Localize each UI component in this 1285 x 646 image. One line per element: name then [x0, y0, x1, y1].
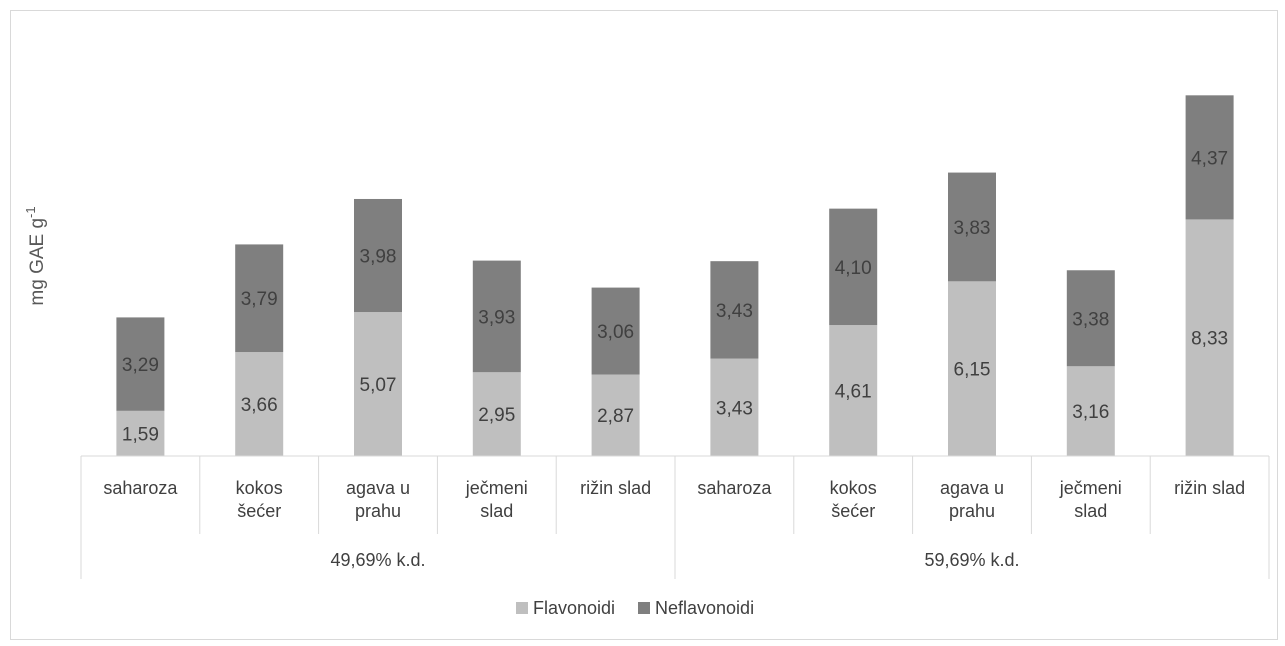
- bar-flavonoidi-2: [235, 352, 284, 456]
- data-label-flavonoidi-6: 3,43: [716, 398, 753, 419]
- category-label-9-line-2: slad: [1074, 501, 1107, 521]
- data-label-neflavonoidi-2: 3,79: [241, 289, 278, 310]
- category-label-2-line-2: šećer: [237, 501, 281, 521]
- data-label-neflavonoidi-6: 3,43: [716, 301, 753, 322]
- category-label-4-line-2: slad: [480, 501, 513, 521]
- data-label-neflavonoidi-3: 3,98: [360, 246, 397, 267]
- data-label-flavonoidi-2: 3,66: [241, 395, 278, 416]
- bar-neflavonoidi-8: [948, 172, 996, 282]
- category-label-7-line-2: šećer: [831, 501, 875, 521]
- legend-label-flavonoidi: Flavonoidi: [533, 598, 615, 618]
- category-label-2-line-1: kokos: [236, 478, 283, 498]
- data-label-neflavonoidi-5: 3,06: [597, 322, 634, 343]
- bar-neflavonoidi-10: [1185, 95, 1234, 220]
- data-label-neflavonoidi-9: 3,38: [1072, 309, 1109, 330]
- data-label-flavonoidi-3: 5,07: [360, 375, 397, 396]
- bar-flavonoidi-9: [1066, 366, 1115, 456]
- category-label-10: rižin slad: [1174, 478, 1245, 498]
- bar-flavonoidi-4: [472, 372, 521, 456]
- category-label-3-line-2: prahu: [355, 501, 401, 521]
- bar-neflavonoidi-7: [829, 208, 878, 326]
- category-label-8-line-2: prahu: [949, 501, 995, 521]
- data-label-flavonoidi-10: 8,33: [1191, 329, 1228, 350]
- data-label-flavonoidi-7: 4,61: [835, 382, 872, 403]
- y-axis-label: mg GAE g-1: [23, 206, 48, 305]
- bar-neflavonoidi-2: [235, 244, 284, 353]
- legend-swatch-flavonoidi: [516, 602, 528, 614]
- category-label-1: saharoza: [103, 478, 178, 498]
- bar-flavonoidi-6: [710, 358, 759, 456]
- bar-neflavonoidi-3: [354, 198, 402, 313]
- group-label-2: 59,69% k.d.: [924, 550, 1019, 570]
- bar-flavonoidi-8: [948, 281, 996, 456]
- category-label-8-line-1: agava u: [940, 478, 1004, 498]
- bar-neflavonoidi-1: [116, 317, 165, 411]
- data-label-flavonoidi-5: 2,87: [597, 406, 634, 427]
- bar-flavonoidi-3: [354, 312, 402, 456]
- data-label-flavonoidi-4: 2,95: [478, 405, 515, 426]
- category-label-5: rižin slad: [580, 478, 651, 498]
- data-label-neflavonoidi-8: 3,83: [954, 218, 991, 239]
- category-label-9-line-1: ječmeni: [1059, 478, 1122, 498]
- category-label-7-line-1: kokos: [830, 478, 877, 498]
- y-axis-label-superscript: -1: [23, 206, 38, 218]
- chart-frame: 1,59 3,29 3,66 3,79 5,07 3,98 2,95 3,93 2,87 3,06…: [10, 10, 1278, 640]
- category-label-6: saharoza: [697, 478, 772, 498]
- data-label-neflavonoidi-4: 3,93: [478, 307, 515, 328]
- bar-flavonoidi-5: [591, 374, 640, 456]
- data-label-neflavonoidi-1: 3,29: [122, 355, 159, 376]
- category-label-4-line-1: ječmeni: [465, 478, 528, 498]
- bar-flavonoidi-10: [1185, 219, 1234, 456]
- bar-neflavonoidi-9: [1066, 270, 1115, 367]
- bar-neflavonoidi-4: [472, 260, 521, 373]
- bar-flavonoidi-1: [116, 410, 165, 456]
- data-label-flavonoidi-9: 3,16: [1072, 402, 1109, 423]
- bar-neflavonoidi-5: [591, 287, 640, 375]
- data-label-neflavonoidi-7: 4,10: [835, 258, 872, 279]
- group-label-1: 49,69% k.d.: [330, 550, 425, 570]
- stacked-bar-chart: 1,59 3,29 3,66 3,79 5,07 3,98 2,95 3,93 2,87 3,06…: [23, 95, 1270, 618]
- data-label-flavonoidi-1: 1,59: [122, 424, 159, 445]
- data-label-flavonoidi-8: 6,15: [954, 360, 991, 381]
- y-axis-label-main: mg GAE g: [27, 218, 48, 306]
- bar-neflavonoidi-6: [710, 261, 759, 359]
- data-label-neflavonoidi-10: 4,37: [1191, 148, 1228, 169]
- bar-flavonoidi-7: [829, 325, 878, 456]
- category-label-3-line-1: agava u: [346, 478, 410, 498]
- legend-label-neflavonoidi: Neflavonoidi: [655, 598, 754, 618]
- legend-swatch-neflavonoidi: [638, 602, 650, 614]
